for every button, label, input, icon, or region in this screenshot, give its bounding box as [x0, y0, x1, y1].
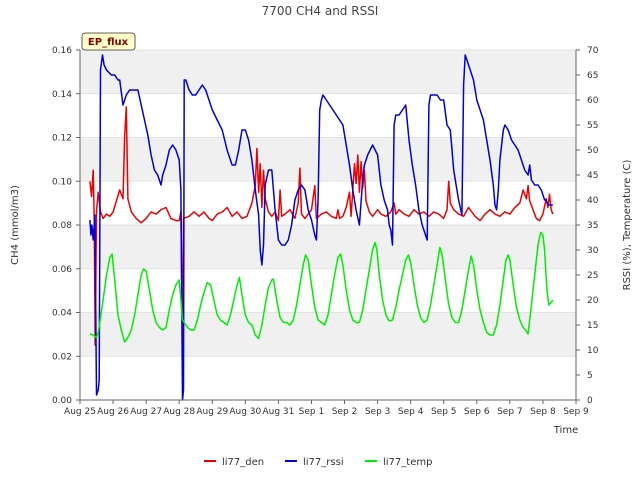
- y2-tick-label: 35: [587, 221, 598, 231]
- y2-axis-title: RSSI (%), Temperature (C): [622, 160, 633, 291]
- x-tick-label: Sep 8: [530, 407, 556, 417]
- series-line-li77_den: [89, 106, 554, 347]
- chart-title: 7700 CH4 and RSSI: [262, 4, 379, 18]
- y2-tick-label: 50: [587, 146, 599, 156]
- ep-flux-badge: EP_flux: [81, 32, 136, 51]
- legend-label-li77_den: li77_den: [222, 457, 264, 468]
- badge-label: EP_flux: [88, 37, 129, 48]
- y2-tick-label: 0: [587, 396, 593, 406]
- y2-tick-label: 15: [587, 321, 598, 331]
- x-tick-label: Sep 3: [365, 407, 391, 417]
- y-tick-label: 0.00: [52, 396, 72, 406]
- y-tick-label: 0.06: [52, 265, 72, 275]
- y2-tick-label: 55: [587, 121, 598, 131]
- x-tick-label: Sep 7: [497, 407, 523, 417]
- y2-tick-label: 60: [587, 96, 599, 106]
- background-band: [80, 50, 576, 94]
- x-tick-label: Aug 25: [64, 407, 96, 417]
- y2-tick-label: 10: [587, 346, 599, 356]
- y-tick-label: 0.04: [52, 309, 72, 319]
- x-tick-label: Aug 27: [130, 407, 162, 417]
- series-line-li77_rssi: [89, 54, 553, 401]
- x-tick-label: Sep 4: [398, 407, 424, 417]
- legend: li77_den li77_rssi li77_temp: [204, 457, 432, 468]
- series-line-li77_temp: [89, 231, 554, 343]
- y-axis-title: CH4 (mmol/m3): [10, 185, 21, 265]
- series-layer: [89, 54, 554, 401]
- x-tick-label: Sep 2: [332, 407, 358, 417]
- y2-tick-label: 25: [587, 271, 598, 281]
- x-tick-label: Sep 6: [464, 407, 490, 417]
- legend-label-li77_rssi: li77_rssi: [303, 457, 344, 468]
- background-band: [80, 225, 576, 269]
- x-tick-label: Aug 28: [163, 407, 195, 417]
- background-bands: [80, 50, 576, 357]
- x-tick-label: Aug 31: [262, 407, 294, 417]
- x-tick-label: Aug 26: [97, 407, 129, 417]
- y2-tick-label: 40: [587, 196, 599, 206]
- x-tick-label: Aug 29: [196, 407, 228, 417]
- y2-tick-label: 30: [587, 246, 599, 256]
- axes: Aug 25 Aug 26 Aug 27 Aug 28 Aug 29 Aug 30 Aug …: [52, 46, 599, 417]
- x-tick-label: Aug 30: [229, 407, 261, 417]
- x-tick-label: Sep 5: [431, 407, 457, 417]
- x-axis-title: Time: [553, 425, 578, 436]
- y-tick-label: 0.02: [52, 352, 72, 362]
- x-tick-label: Sep 1: [299, 407, 325, 417]
- y-tick-label: 0.08: [52, 221, 72, 231]
- legend-label-li77_temp: li77_temp: [383, 457, 432, 468]
- y-tick-label: 0.16: [52, 46, 72, 56]
- y2-tick-label: 70: [587, 46, 599, 56]
- y2-tick-label: 65: [587, 71, 598, 81]
- y2-tick-label: 45: [587, 171, 598, 181]
- y2-tick-label: 20: [587, 296, 599, 306]
- y-tick-label: 0.12: [52, 134, 72, 144]
- x-tick-label: Sep 9: [563, 407, 589, 417]
- y-tick-label: 0.14: [52, 90, 72, 100]
- y2-tick-label: 5: [587, 371, 593, 381]
- y-tick-label: 0.10: [52, 177, 72, 187]
